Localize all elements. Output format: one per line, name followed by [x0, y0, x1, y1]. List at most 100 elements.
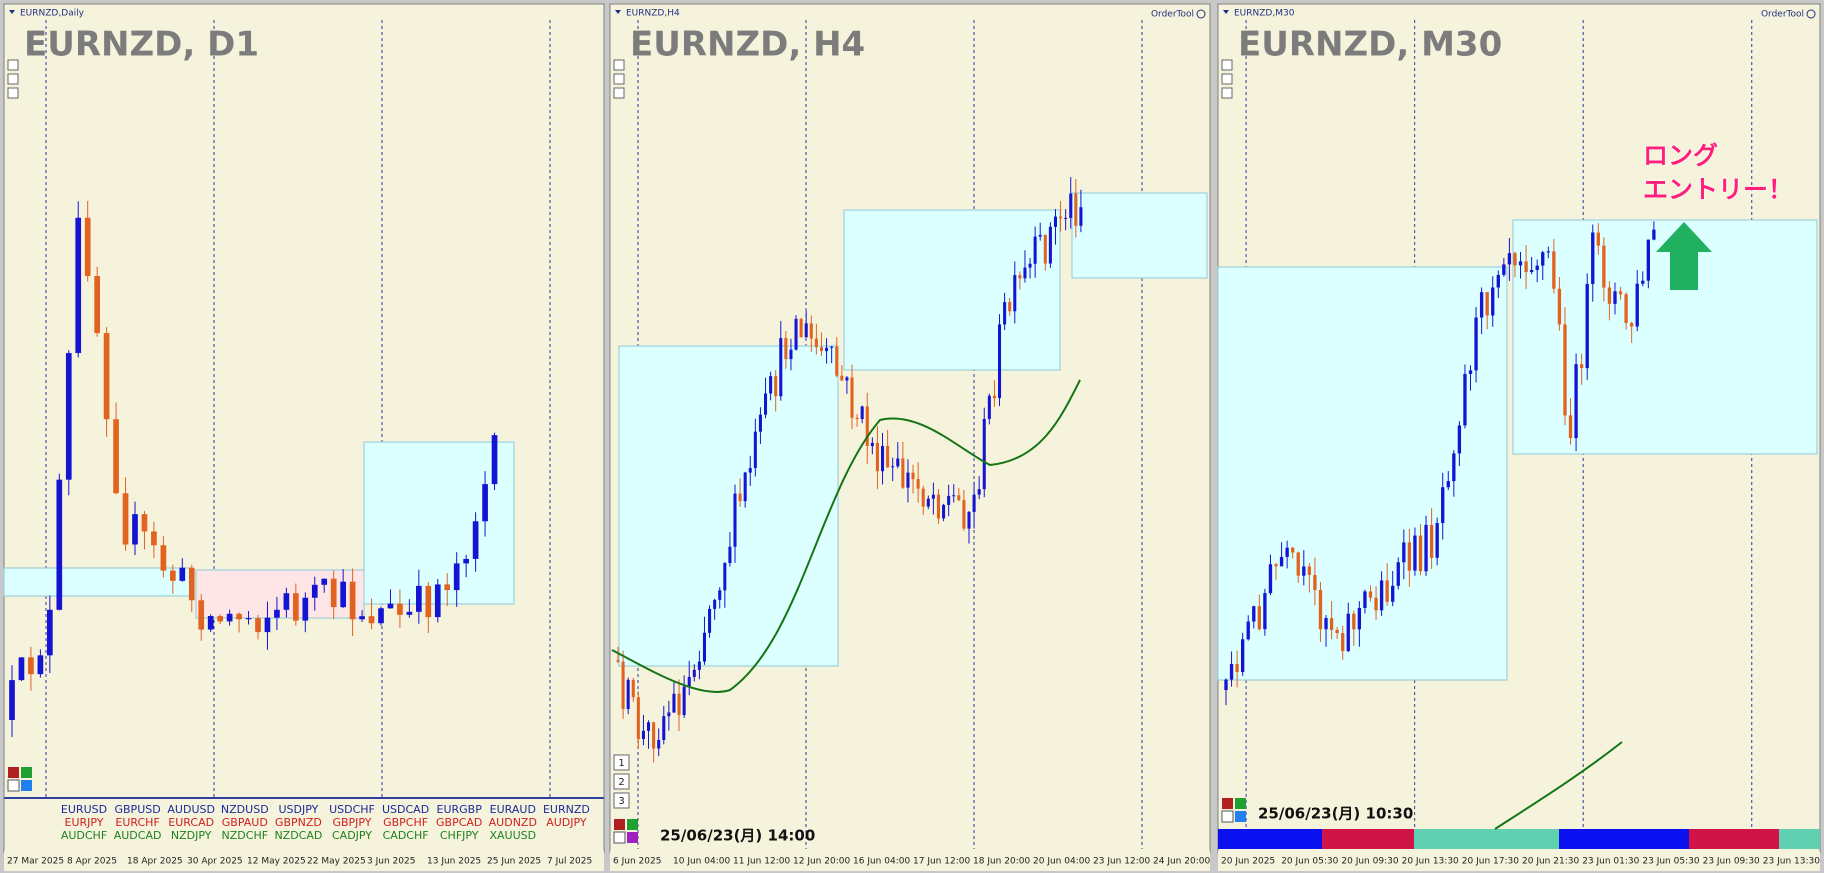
candle-body	[132, 514, 138, 545]
symbol-button[interactable]: CHFJPY	[440, 829, 479, 842]
close-button[interactable]	[1222, 798, 1233, 809]
symbol-button[interactable]: CADCHF	[383, 829, 429, 842]
order-tool[interactable]: OrderTool	[1151, 10, 1194, 20]
sell-button[interactable]	[21, 767, 32, 778]
symbol-button[interactable]: AUDCHF	[61, 829, 107, 842]
x-tick-label: 20 Jun 21:30	[1522, 857, 1579, 867]
symbol-button[interactable]: EURNZD	[543, 803, 590, 816]
candle-body	[1646, 239, 1650, 281]
x-tick-label: 11 Jun 12:00	[733, 857, 790, 867]
scroll-button[interactable]	[613, 59, 625, 71]
candle-body	[94, 276, 100, 334]
symbol-button[interactable]: EURCAD	[168, 816, 214, 829]
symbol-button[interactable]: XAUUSD	[489, 829, 536, 842]
layer-button[interactable]	[613, 773, 630, 790]
x-tick-label: 20 Jun 13:30	[1402, 857, 1459, 867]
layer-button[interactable]	[613, 792, 630, 809]
candle-body	[217, 616, 223, 622]
symbol-button[interactable]: GBPCHF	[383, 816, 428, 829]
color-button[interactable]	[627, 832, 638, 843]
scroll-button[interactable]	[1221, 59, 1233, 71]
scroll-button[interactable]	[1221, 73, 1233, 85]
symbol-button[interactable]: USDCHF	[329, 803, 375, 816]
symbol-button[interactable]: GBPUSD	[114, 803, 160, 816]
candle-body	[1402, 542, 1406, 563]
candle-body	[207, 616, 214, 630]
symbol-button[interactable]: NZDUSD	[221, 803, 269, 816]
symbol-button[interactable]: USDCAD	[382, 803, 429, 816]
candle-body	[491, 435, 498, 485]
symbol-label: EURNZD, H4	[630, 25, 865, 65]
candle-body	[997, 324, 1002, 399]
candle-body	[84, 217, 91, 277]
symbol-button[interactable]: AUDNZD	[489, 816, 537, 829]
candle-body	[723, 563, 727, 591]
candle-body	[952, 495, 956, 497]
symbol-button[interactable]: AUDJPY	[546, 816, 587, 829]
symbol-button[interactable]: EURUSD	[61, 803, 107, 816]
x-tick-label: 22 May 2025	[307, 857, 366, 867]
entry-arrow	[1656, 222, 1712, 290]
candle-body	[1296, 552, 1300, 576]
symbol-button[interactable]: NZDCHF	[222, 829, 269, 842]
close-button[interactable]	[614, 819, 625, 830]
scroll-button[interactable]	[613, 87, 625, 99]
title-bar	[611, 5, 1209, 19]
candle-body	[170, 570, 176, 581]
symbol-button[interactable]: EURAUD	[490, 803, 536, 816]
symbol-button[interactable]: EURCHF	[115, 816, 159, 829]
symbol-button[interactable]: USDJPY	[278, 803, 318, 816]
symbol-button[interactable]: EURGBP	[437, 803, 483, 816]
x-tick-label: 25 Jun 2025	[487, 857, 541, 867]
sell-button[interactable]	[1235, 798, 1246, 809]
scroll-button[interactable]	[1221, 87, 1233, 99]
symbol-button[interactable]: EURJPY	[65, 816, 104, 829]
candle-body	[1307, 566, 1312, 575]
candle-body	[1474, 317, 1478, 371]
symbol-button[interactable]: NZDJPY	[171, 829, 212, 842]
x-tick-label: 20 Jun 09:30	[1341, 857, 1398, 867]
cfg-button[interactable]	[7, 779, 20, 792]
trend-strip	[1779, 829, 1820, 849]
candle-body	[809, 323, 813, 339]
candle-body	[1418, 535, 1423, 572]
timestamp: 25/06/23(月) 14:00	[660, 827, 815, 845]
candle-body	[37, 655, 44, 675]
x-tick-label: 10 Jun 04:00	[673, 857, 730, 867]
color-button[interactable]	[1235, 811, 1246, 822]
zone-box	[363, 441, 515, 605]
symbol-button[interactable]: GBPJPY	[332, 816, 371, 829]
candle-body	[425, 585, 432, 618]
symbol-button[interactable]: NZDCAD	[274, 829, 322, 842]
symbol-button[interactable]: GBPCAD	[436, 816, 482, 829]
candle-body	[1435, 523, 1439, 558]
cfg-button[interactable]	[1221, 810, 1234, 823]
x-tick-label: 17 Jun 12:00	[913, 857, 970, 867]
order-tool[interactable]: OrderTool	[1761, 10, 1804, 20]
candle-body	[636, 697, 640, 740]
scroll-button[interactable]	[7, 59, 19, 71]
cfg-button[interactable]	[613, 831, 626, 844]
symbol-button[interactable]: AUDUSD	[167, 803, 215, 816]
candle-body	[1574, 364, 1578, 439]
candle-body	[103, 333, 110, 420]
symbol-button[interactable]: GBPNZD	[275, 816, 322, 829]
candle-body	[359, 616, 365, 620]
candle-body	[616, 660, 620, 662]
x-tick-label: 7 Jul 2025	[547, 857, 592, 867]
close-button[interactable]	[8, 767, 19, 778]
color-button[interactable]	[21, 780, 32, 791]
layer-button[interactable]	[613, 754, 630, 771]
scroll-button[interactable]	[7, 87, 19, 99]
candle-body	[1579, 364, 1584, 369]
symbol-button[interactable]: GBPAUD	[222, 816, 268, 829]
x-tick-label: 20 Jun 2025	[1221, 857, 1275, 867]
scroll-button[interactable]	[613, 73, 625, 85]
scroll-button[interactable]	[7, 73, 19, 85]
sell-button[interactable]	[627, 819, 638, 830]
candle-body	[1257, 606, 1262, 630]
symbol-button[interactable]: CADJPY	[332, 829, 372, 842]
layer-button-label: 2	[618, 777, 624, 788]
symbol-button[interactable]: AUDCAD	[114, 829, 162, 842]
candle-body	[236, 613, 242, 620]
